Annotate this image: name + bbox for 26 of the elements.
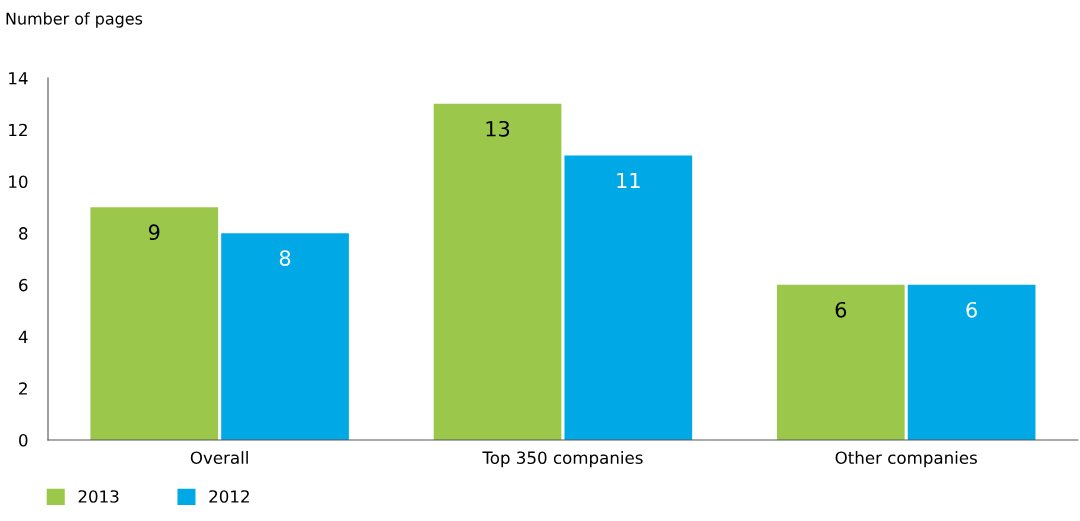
- x-tick-label: Other companies: [835, 451, 977, 468]
- y-tick-label: 10: [9, 175, 28, 188]
- x-tick-label: Top 350 companies: [482, 451, 643, 468]
- data-label: 6: [835, 301, 847, 318]
- bar: [564, 155, 693, 440]
- data-label: 13: [486, 120, 510, 137]
- bar: [776, 284, 905, 440]
- data-label: 9: [148, 224, 160, 241]
- y-axis-title: Number of pages: [6, 12, 143, 28]
- legend-label: 2012: [209, 490, 249, 503]
- y-tick-label: 12: [9, 123, 27, 137]
- bar: [90, 207, 219, 440]
- x-tick-label: Overall: [190, 451, 248, 465]
- y-tick-label: 4: [18, 330, 28, 343]
- y-tick-label: 6: [19, 278, 28, 292]
- y-tick-label: 8: [19, 227, 28, 240]
- bar: [221, 233, 349, 440]
- y-tick-label: 2: [19, 382, 27, 395]
- y-tick-label: 14: [9, 72, 28, 85]
- y-tick-label: 0: [19, 433, 28, 447]
- bar: [907, 284, 1036, 440]
- legend-label: 2013: [78, 490, 119, 503]
- data-label: 8: [279, 250, 291, 266]
- data-label: 6: [966, 301, 977, 318]
- bar: [433, 103, 562, 440]
- data-label: 11: [617, 172, 640, 189]
